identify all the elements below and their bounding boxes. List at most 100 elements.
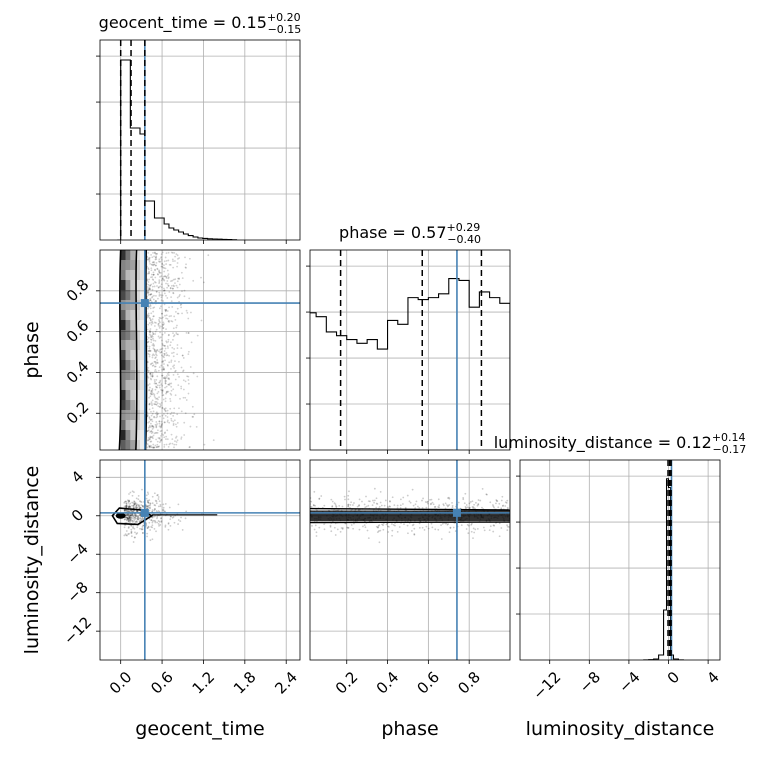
scatter-point — [158, 320, 161, 323]
scatter-point — [145, 497, 148, 500]
scatter-point — [155, 362, 157, 365]
scatter-point — [187, 332, 190, 334]
density-cell — [120, 300, 126, 310]
scatter-point — [179, 397, 181, 400]
scatter-point — [165, 263, 168, 265]
scatter-point — [148, 299, 151, 302]
scatter-point — [149, 303, 152, 306]
scatter-point — [430, 498, 433, 501]
scatter-point — [149, 506, 151, 509]
scatter-point — [166, 409, 169, 412]
scatter-point — [132, 516, 135, 519]
scatter-point — [155, 530, 157, 533]
hist-panel-geocent_time — [100, 40, 300, 240]
scatter-point — [387, 506, 389, 508]
scatter-point — [333, 502, 336, 505]
scatter-point — [161, 394, 164, 397]
panel-title-phase: phase = 0.57+0.29 −0.40 — [339, 221, 481, 246]
scatter-point — [156, 386, 158, 389]
scatter-point — [391, 534, 394, 537]
scatter-point — [134, 531, 136, 534]
scatter-point — [149, 418, 152, 421]
scatter-point — [161, 390, 164, 393]
scatter-point — [168, 506, 171, 509]
scatter-point — [174, 423, 177, 426]
scatter-point — [179, 520, 182, 523]
scatter-point — [147, 307, 149, 310]
scatter-point — [493, 506, 495, 509]
scatter-point — [141, 528, 144, 530]
density-cell — [140, 340, 145, 350]
scatter-point — [142, 517, 145, 520]
scatter-point — [160, 423, 163, 426]
scatter-point — [186, 311, 189, 314]
scatter-point — [131, 490, 134, 493]
scatter-point — [135, 506, 138, 509]
scatter-point — [150, 418, 153, 421]
scatter-point — [381, 523, 383, 526]
scatter-point — [331, 505, 334, 508]
scatter-point — [477, 503, 480, 505]
scatter-point — [167, 333, 170, 336]
scatter-point — [185, 331, 188, 334]
scatter-point — [151, 502, 154, 505]
scatter-point — [174, 278, 177, 281]
scatter-point — [138, 507, 141, 510]
scatter-point — [157, 498, 160, 500]
scatter-point — [137, 518, 140, 521]
scatter-point — [162, 368, 165, 371]
scatter-point — [147, 314, 150, 317]
scatter-point — [176, 439, 179, 442]
scatter-point — [314, 504, 317, 507]
scatter-point — [373, 501, 375, 504]
scatter-point — [161, 265, 164, 268]
scatter-point — [347, 503, 350, 506]
scatter-point — [153, 263, 155, 266]
scatter-point — [150, 263, 153, 266]
scatter-point — [161, 384, 164, 387]
scatter-point — [156, 415, 159, 418]
scatter-point — [350, 501, 353, 504]
scatter-point — [142, 506, 145, 509]
scatter-point — [149, 334, 152, 337]
scatter-point — [131, 519, 134, 522]
scatter-point — [172, 266, 175, 269]
scatter-point — [141, 528, 143, 531]
scatter-point — [131, 519, 133, 522]
scatter-point — [133, 507, 135, 509]
scatter-point — [153, 255, 155, 258]
scatter-point — [189, 425, 192, 428]
scatter-point — [163, 377, 166, 380]
scatter-point — [152, 347, 155, 350]
scatter-point — [154, 499, 157, 502]
scatter-point — [188, 297, 191, 300]
scatter-point — [152, 273, 155, 276]
scatter-point — [147, 294, 150, 296]
scatter-point — [159, 426, 162, 429]
scatter-point — [369, 500, 371, 503]
density-cell — [120, 390, 126, 400]
scatter-point — [173, 285, 175, 288]
scatter-point — [147, 384, 150, 386]
scatter-point — [155, 431, 158, 434]
scatter-point — [154, 508, 156, 511]
density-cell — [130, 430, 136, 440]
scatter-point — [156, 375, 159, 378]
scatter-point — [164, 309, 167, 312]
density-cell — [120, 410, 126, 420]
scatter-point — [422, 497, 424, 500]
scatter-point — [151, 375, 154, 378]
scatter-point — [437, 528, 440, 531]
scatter-point — [163, 354, 166, 357]
scatter-point — [506, 506, 509, 509]
scatter-point — [141, 517, 144, 520]
scatter-point — [163, 413, 165, 415]
scatter-point — [146, 443, 149, 446]
scatter-point — [177, 519, 180, 521]
scatter-point — [165, 328, 167, 331]
scatter-point — [465, 504, 468, 506]
scatter-point — [149, 437, 151, 439]
scatter-point — [125, 509, 128, 512]
scatter-point — [169, 407, 172, 410]
density-cell — [120, 280, 126, 290]
